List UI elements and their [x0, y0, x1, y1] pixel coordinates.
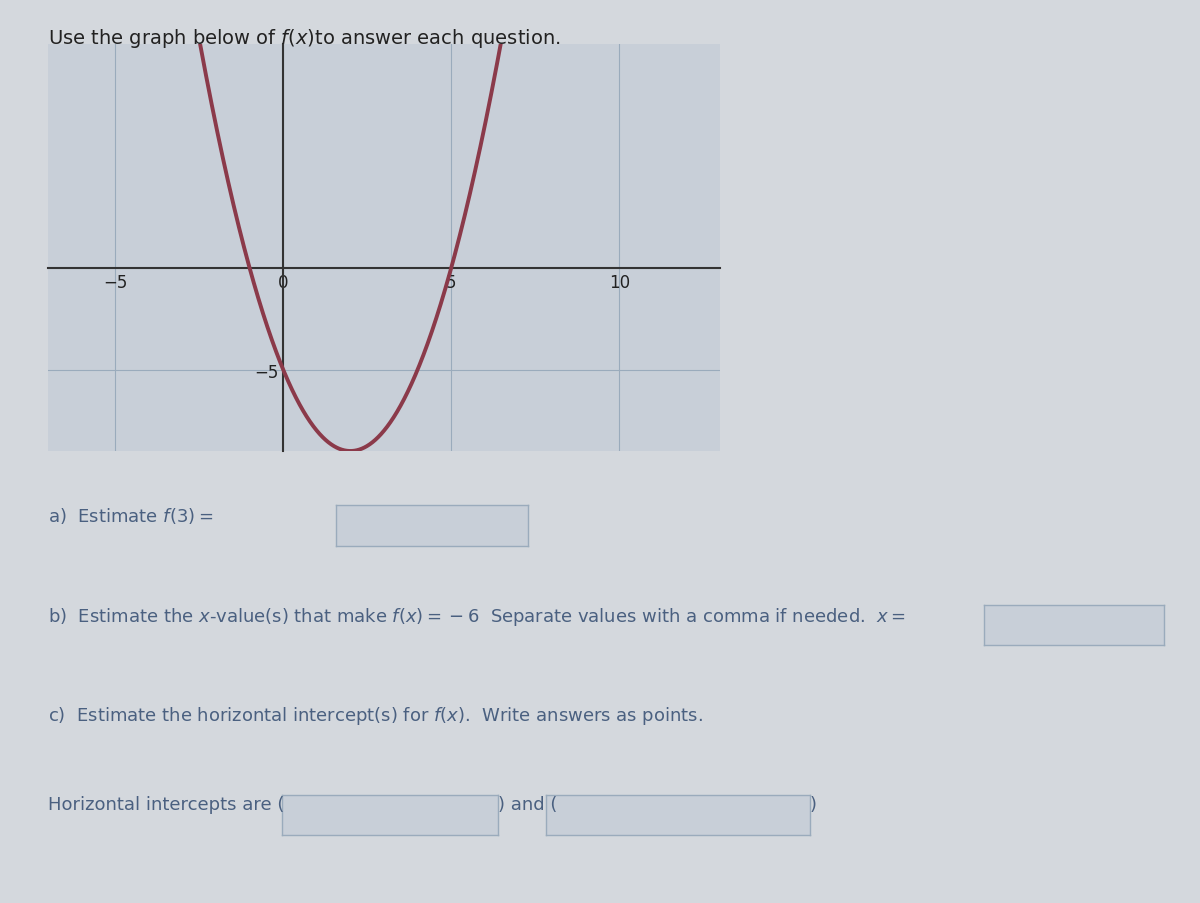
Text: ) and (: ) and ( [498, 795, 557, 813]
Text: c)  Estimate the horizontal intercept(s) for $f(x)$.  Write answers as points.: c) Estimate the horizontal intercept(s) … [48, 704, 703, 726]
Text: Use the graph below of $f(x)$to answer each question.: Use the graph below of $f(x)$to answer e… [48, 27, 560, 50]
Text: a)  Estimate $f(3) =$: a) Estimate $f(3) =$ [48, 506, 214, 526]
Text: b)  Estimate the $x$-value(s) that make $f(x) = -6$  Separate values with a comm: b) Estimate the $x$-value(s) that make $… [48, 605, 906, 627]
Text: Horizontal intercepts are (: Horizontal intercepts are ( [48, 795, 284, 813]
Text: ): ) [810, 795, 817, 813]
